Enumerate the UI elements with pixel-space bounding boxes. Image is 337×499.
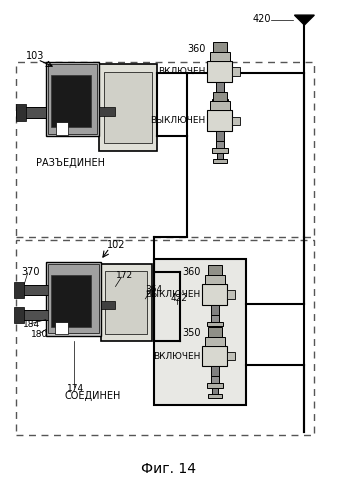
Bar <box>210 101 229 110</box>
Bar <box>213 109 227 113</box>
Bar <box>227 290 235 298</box>
Bar <box>99 107 116 116</box>
Bar <box>104 72 152 143</box>
Bar <box>203 284 227 305</box>
Bar <box>205 275 225 284</box>
Bar <box>216 131 224 142</box>
Text: 350: 350 <box>182 328 201 338</box>
Text: 103: 103 <box>26 51 44 61</box>
Bar <box>217 153 222 162</box>
Bar <box>51 275 91 327</box>
Bar <box>208 265 221 275</box>
Polygon shape <box>295 15 314 25</box>
Bar <box>16 62 314 237</box>
Text: 360: 360 <box>187 44 206 54</box>
Text: 370: 370 <box>21 266 39 277</box>
Bar <box>46 62 99 136</box>
Bar <box>99 64 157 151</box>
Bar <box>208 61 232 82</box>
Bar <box>211 315 219 325</box>
Text: 420: 420 <box>253 13 272 23</box>
Bar <box>154 259 246 405</box>
Bar <box>232 67 240 75</box>
Bar <box>16 240 314 435</box>
Text: СОЕДИНЕН: СОЕДИНЕН <box>64 391 120 401</box>
Bar <box>16 285 49 295</box>
Bar <box>210 52 229 61</box>
Bar <box>227 352 235 360</box>
Bar <box>216 141 224 152</box>
Bar <box>205 337 225 346</box>
Bar <box>212 388 218 397</box>
Bar <box>16 107 46 118</box>
Bar <box>208 394 222 398</box>
Bar <box>207 383 223 388</box>
Text: ВКЛЮЧЕН: ВКЛЮЧЕН <box>153 352 201 361</box>
Text: РАЗЪЕДИНЕН: РАЗЪЕДИНЕН <box>36 158 105 168</box>
Bar <box>51 75 91 127</box>
Bar <box>208 332 222 336</box>
Text: 184: 184 <box>23 320 40 329</box>
Bar <box>213 42 226 52</box>
Bar <box>217 103 222 112</box>
Text: Фиг. 14: Фиг. 14 <box>141 462 196 476</box>
Bar <box>207 321 223 326</box>
Text: 102: 102 <box>107 240 126 250</box>
Bar <box>211 366 219 377</box>
Bar <box>211 376 219 387</box>
Text: ВКЛЮЧЕН: ВКЛЮЧЕН <box>158 67 206 76</box>
Bar <box>100 301 116 309</box>
Bar <box>46 262 100 336</box>
Bar <box>14 282 24 298</box>
Bar <box>48 64 97 134</box>
Bar <box>105 271 147 334</box>
Bar <box>213 159 227 163</box>
Bar <box>232 117 240 125</box>
Text: ВЫКЛЮЧЕН: ВЫКЛЮЧЕН <box>146 290 201 299</box>
Bar <box>203 346 227 366</box>
Bar <box>55 322 68 334</box>
Bar <box>16 104 26 121</box>
Bar <box>48 264 99 333</box>
Bar <box>212 98 228 103</box>
Bar <box>56 122 68 135</box>
Bar <box>208 110 232 131</box>
Bar <box>212 148 228 153</box>
Text: 172: 172 <box>116 270 132 279</box>
Bar <box>216 92 224 102</box>
Text: 422: 422 <box>170 294 187 303</box>
Bar <box>212 326 218 335</box>
Bar <box>208 327 221 337</box>
Text: 180: 180 <box>31 330 48 339</box>
Bar <box>216 82 224 93</box>
Text: 174: 174 <box>67 384 85 393</box>
Bar <box>14 307 24 322</box>
Bar <box>100 264 152 341</box>
Bar <box>16 310 49 319</box>
Text: 364: 364 <box>145 285 162 294</box>
Bar <box>211 305 219 316</box>
Text: ВЫКЛЮЧЕН: ВЫКЛЮЧЕН <box>151 116 206 125</box>
Bar <box>213 92 226 101</box>
Text: 360: 360 <box>182 266 201 277</box>
